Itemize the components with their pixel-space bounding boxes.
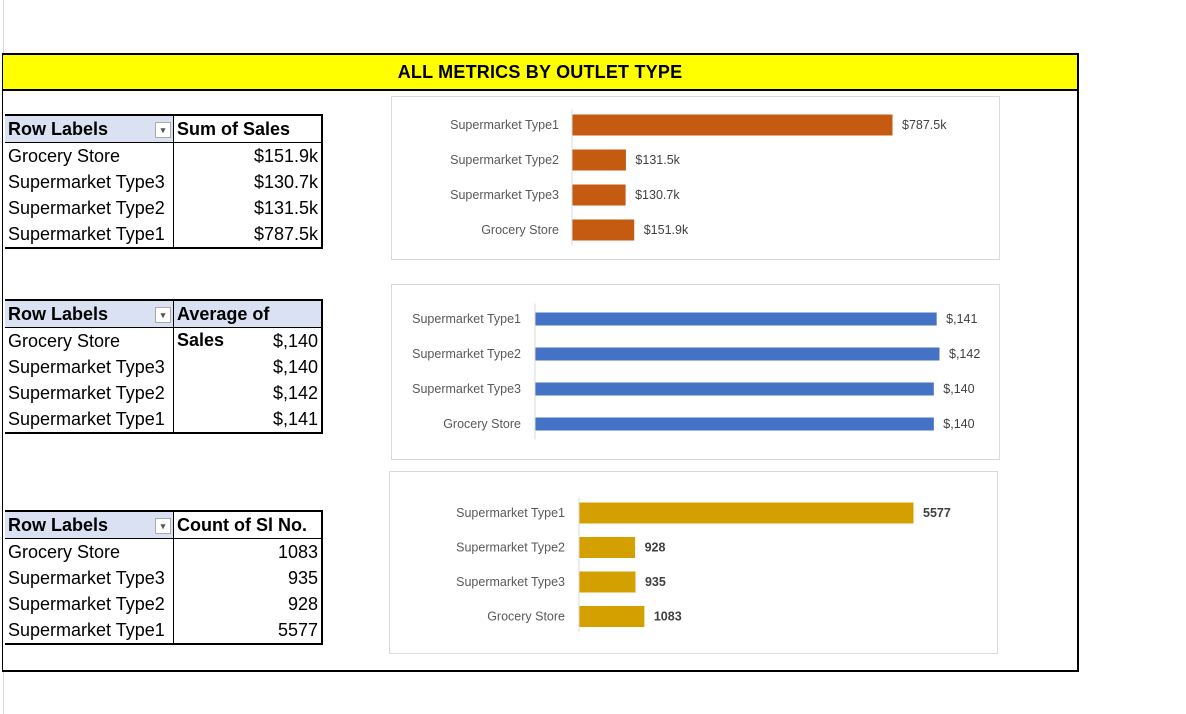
row-value[interactable]: 928 [173, 591, 321, 617]
pivot-header: Row Labels ▾ Sum of Sales [5, 116, 321, 143]
value-header[interactable]: Average of Sales [173, 301, 321, 350]
pivot-header: Row Labels ▾ Average of Sales [5, 301, 321, 350]
data-label: $,142 [949, 347, 980, 361]
data-label: $131.5k [635, 153, 680, 167]
category-label: Supermarket Type1 [412, 312, 521, 326]
bar-chart-svg: Supermarket Type1 5577 Supermarket Type2 92… [456, 497, 951, 632]
category-label: Supermarket Type3 [412, 382, 521, 396]
row-value[interactable]: $151.9k [173, 143, 321, 169]
row-labels-header[interactable]: Row Labels ▾ [5, 301, 173, 327]
row-value[interactable]: $,140 [173, 328, 321, 354]
data-label: $130.7k [635, 188, 680, 202]
bar[interactable] [572, 149, 626, 171]
category-label: Supermarket Type3 [456, 575, 565, 589]
value-header[interactable]: Sum of Sales [173, 116, 321, 142]
chart-average-of-sales[interactable]: Supermarket Type1 $,141 Supermarket Type2 $… [391, 284, 1000, 460]
pivot-table-count-of-sl-no[interactable]: Row Labels ▾ Count of Sl No. Grocery Sto… [5, 510, 323, 645]
row-value[interactable]: $,142 [173, 380, 321, 406]
bar[interactable] [572, 114, 893, 136]
row-value[interactable]: 1083 [173, 539, 321, 565]
table-row[interactable]: Supermarket Type2 $131.5k [5, 195, 321, 221]
table-row[interactable]: Grocery Store $,140 [5, 328, 321, 354]
table-row[interactable]: Supermarket Type3 935 [5, 565, 321, 591]
bar[interactable] [579, 537, 636, 558]
row-label[interactable]: Supermarket Type3 [8, 172, 165, 192]
table-row[interactable]: Supermarket Type1 5577 [5, 617, 321, 643]
pivot-table-sum-of-sales[interactable]: Row Labels ▾ Sum of Sales Grocery Store $… [5, 114, 323, 249]
table-row[interactable]: Supermarket Type3 $,140 [5, 354, 321, 380]
data-label: 5577 [923, 506, 951, 520]
bar[interactable] [572, 219, 635, 241]
row-value[interactable]: 935 [173, 565, 321, 591]
bar-chart-svg: Supermarket Type1 $787.5k Supermarket Type… [450, 109, 947, 246]
category-label: Supermarket Type1 [450, 118, 559, 132]
row-label[interactable]: Supermarket Type1 [8, 224, 165, 244]
bar[interactable] [572, 184, 626, 206]
category-label: Supermarket Type1 [456, 506, 565, 520]
row-label[interactable]: Supermarket Type3 [8, 357, 165, 377]
category-label: Grocery Store [487, 610, 565, 624]
chart-count-of-sl-no[interactable]: Supermarket Type1 5577 Supermarket Type2 92… [389, 471, 998, 654]
table-row[interactable]: Supermarket Type2 $,142 [5, 380, 321, 406]
value-header[interactable]: Count of Sl No. [173, 512, 321, 538]
row-label[interactable]: Supermarket Type1 [8, 620, 165, 640]
dashboard-title: ALL METRICS BY OUTLET TYPE [3, 55, 1077, 91]
row-value[interactable]: 5577 [173, 617, 321, 643]
row-label[interactable]: Supermarket Type1 [8, 409, 165, 429]
row-value[interactable]: $131.5k [173, 195, 321, 221]
filter-dropdown-icon[interactable]: ▾ [155, 307, 171, 323]
filter-dropdown-icon[interactable]: ▾ [155, 518, 171, 534]
bar[interactable] [535, 312, 937, 326]
category-label: Supermarket Type2 [450, 153, 559, 167]
data-label: 935 [645, 575, 666, 589]
row-value[interactable]: $787.5k [173, 221, 321, 247]
row-label[interactable]: Supermarket Type2 [8, 383, 165, 403]
row-labels-header[interactable]: Row Labels ▾ [5, 116, 173, 142]
table-row[interactable]: Supermarket Type1 $,141 [5, 406, 321, 432]
row-label[interactable]: Supermarket Type3 [8, 568, 165, 588]
row-value[interactable]: $,141 [173, 406, 321, 432]
row-value[interactable]: $,140 [173, 354, 321, 380]
data-label: $,140 [943, 382, 974, 396]
row-label[interactable]: Supermarket Type2 [8, 594, 165, 614]
bar[interactable] [535, 347, 940, 361]
bar[interactable] [579, 606, 645, 627]
bar[interactable] [579, 571, 636, 593]
category-label: Grocery Store [443, 417, 521, 431]
pivot-header: Row Labels ▾ Count of Sl No. [5, 512, 321, 539]
data-label: $151.9k [644, 223, 689, 237]
category-label: Supermarket Type2 [456, 541, 565, 555]
data-label: $,141 [946, 312, 977, 326]
filter-dropdown-icon[interactable]: ▾ [155, 122, 171, 138]
row-label[interactable]: Supermarket Type2 [8, 198, 165, 218]
category-label: Supermarket Type3 [450, 188, 559, 202]
data-label: $,140 [943, 417, 974, 431]
table-row[interactable]: Supermarket Type3 $130.7k [5, 169, 321, 195]
category-label: Supermarket Type2 [412, 347, 521, 361]
bar[interactable] [535, 417, 934, 431]
dashboard-frame: ALL METRICS BY OUTLET TYPE Row Labels ▾ … [2, 53, 1079, 672]
row-value[interactable]: $130.7k [173, 169, 321, 195]
category-label: Grocery Store [481, 223, 559, 237]
pivot-table-average-of-sales[interactable]: Row Labels ▾ Average of Sales Grocery St… [5, 299, 323, 434]
table-row[interactable]: Supermarket Type1 $787.5k [5, 221, 321, 247]
row-labels-header[interactable]: Row Labels ▾ [5, 512, 173, 538]
table-row[interactable]: Grocery Store 1083 [5, 539, 321, 565]
table-row[interactable]: Supermarket Type2 928 [5, 591, 321, 617]
row-label[interactable]: Grocery Store [8, 542, 121, 562]
data-label: 928 [645, 541, 666, 555]
chart-sum-of-sales[interactable]: Supermarket Type1 $787.5k Supermarket Type… [391, 96, 1000, 260]
bar-chart-svg: Supermarket Type1 $,141 Supermarket Type2 $… [412, 303, 980, 440]
data-label: 1083 [654, 610, 682, 624]
bar[interactable] [579, 502, 914, 524]
row-label[interactable]: Grocery Store [8, 146, 121, 166]
row-label[interactable]: Grocery Store [8, 331, 121, 351]
bar[interactable] [535, 382, 934, 396]
data-label: $787.5k [902, 118, 947, 132]
table-row[interactable]: Grocery Store $151.9k [5, 143, 321, 169]
